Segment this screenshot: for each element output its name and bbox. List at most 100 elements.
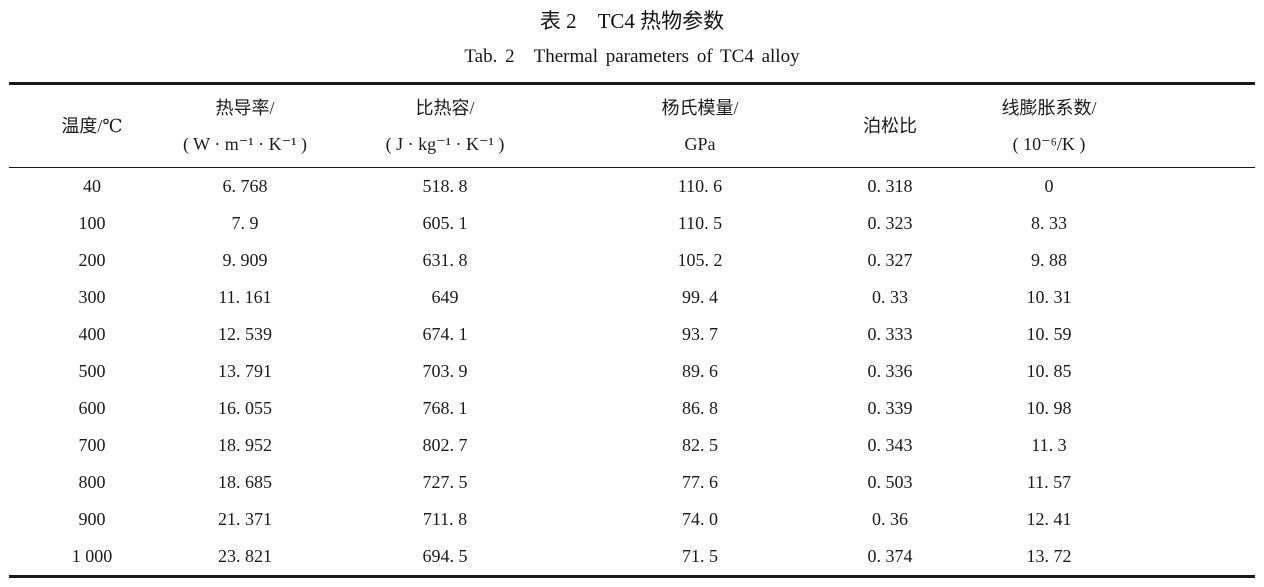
table-row: 200 9. 909 631. 8 105. 2 0. 327 9. 88 [9,242,1255,279]
table-title-en: Tab. 2 Thermal parameters of TC4 alloy [464,46,800,67]
table-cell-temperature: 100 [78,213,106,233]
table-cell-temperature: 200 [78,250,106,270]
column-header-unit: ( W · m⁻¹ · K⁻¹ ) [182,134,308,154]
table-cell-specific-heat: 631. 8 [422,250,468,270]
table-row: 800 18. 685 727. 5 77. 6 0. 503 11. 57 [9,464,1255,501]
table-row: 400 12. 539 674. 1 93. 7 0. 333 10. 59 [9,316,1255,353]
table-header-row: 温度/℃ 热导率/ ( W · m⁻¹ · K⁻¹ ) 比热容/ ( J · k… [9,83,1255,168]
table-cell-poissons-ratio: 0. 36 [872,509,908,529]
table-cell-linear-expansion: 12. 41 [1026,509,1072,529]
table-cell-thermal-conductivity: 21. 371 [218,509,272,529]
table-cell-youngs-modulus: 93. 7 [682,324,718,344]
column-header-specific-heat: 比热容/ ( J · kg⁻¹ · K⁻¹ ) [315,83,575,168]
column-header-linear-expansion: 线膨胀系数/ ( 10⁻⁶/K ) [955,83,1255,168]
table-cell-poissons-ratio: 0. 374 [867,546,913,566]
column-header-label: 温度/℃ [61,116,123,136]
table-cell-specific-heat: 802. 7 [422,435,468,455]
table-row: 40 6. 768 518. 8 110. 6 0. 318 0 [9,168,1255,206]
table-cell-temperature: 300 [78,287,106,307]
table-cell-temperature: 1 000 [71,546,113,566]
column-header-label: 线膨胀系数/ [1001,98,1097,118]
table-cell-poissons-ratio: 0. 339 [867,398,913,418]
table-cell-youngs-modulus: 74. 0 [682,509,718,529]
table-cell-specific-heat: 605. 1 [422,213,468,233]
table-header: 温度/℃ 热导率/ ( W · m⁻¹ · K⁻¹ ) 比热容/ ( J · k… [9,83,1255,168]
column-header-unit: ( J · kg⁻¹ · K⁻¹ ) [385,134,505,154]
table-body: 40 6. 768 518. 8 110. 6 0. 318 0 100 7. 9 605. 1… [9,168,1255,577]
table-cell-temperature: 600 [78,398,106,418]
table-cell-thermal-conductivity: 13. 791 [218,361,272,381]
column-header-label: 热导率/ [215,98,275,118]
table-row: 300 11. 161 649 99. 4 0. 33 10. 31 [9,279,1255,316]
column-header-label: 泊松比 [863,116,917,136]
table-cell-linear-expansion: 10. 59 [1026,324,1072,344]
table-title-zh: 表 2 TC4 热物参数 [539,9,725,33]
table-cell-temperature: 400 [78,324,106,344]
table-cell-youngs-modulus: 86. 8 [682,398,718,418]
table-cell-linear-expansion: 11. 57 [1026,472,1072,492]
table-cell-specific-heat: 694. 5 [422,546,468,566]
table-cell-youngs-modulus: 71. 5 [682,546,718,566]
table-cell-youngs-modulus: 105. 2 [677,250,723,270]
table-cell-specific-heat: 711. 8 [422,509,468,529]
table-row: 700 18. 952 802. 7 82. 5 0. 343 11. 3 [9,427,1255,464]
table-cell-thermal-conductivity: 7. 9 [231,213,259,233]
table-row: 600 16. 055 768. 1 86. 8 0. 339 10. 98 [9,390,1255,427]
table-cell-linear-expansion: 11. 3 [1031,435,1067,455]
table-cell-linear-expansion: 8. 33 [1031,213,1067,233]
table-cell-temperature: 900 [78,509,106,529]
table-cell-youngs-modulus: 77. 6 [682,472,718,492]
table-cell-linear-expansion: 10. 31 [1026,287,1072,307]
table-cell-youngs-modulus: 82. 5 [682,435,718,455]
table-cell-specific-heat: 674. 1 [422,324,468,344]
column-header-label: 杨氏模量/ [661,98,739,118]
table-row: 500 13. 791 703. 9 89. 6 0. 336 10. 85 [9,353,1255,390]
table-cell-thermal-conductivity: 12. 539 [218,324,272,344]
table-cell-youngs-modulus: 99. 4 [682,287,718,307]
table-cell-poissons-ratio: 0. 333 [867,324,913,344]
table-cell-poissons-ratio: 0. 323 [867,213,913,233]
table-cell-poissons-ratio: 0. 33 [872,287,908,307]
table-cell-temperature: 500 [78,361,106,381]
table-cell-thermal-conductivity: 18. 685 [218,472,272,492]
table-row: 100 7. 9 605. 1 110. 5 0. 323 8. 33 [9,205,1255,242]
table-cell-specific-heat: 518. 8 [422,176,468,196]
table-cell-poissons-ratio: 0. 503 [867,472,913,492]
table-cell-thermal-conductivity: 18. 952 [218,435,272,455]
table-cell-poissons-ratio: 0. 318 [867,176,913,196]
thermal-parameters-table: 温度/℃ 热导率/ ( W · m⁻¹ · K⁻¹ ) 比热容/ ( J · k… [9,82,1255,578]
table-cell-linear-expansion: 13. 72 [1026,546,1072,566]
table-cell-linear-expansion: 10. 98 [1026,398,1072,418]
column-header-unit: GPa [684,134,716,154]
column-header-youngs-modulus: 杨氏模量/ GPa [575,83,825,168]
table-cell-specific-heat: 649 [431,287,459,307]
table-cell-thermal-conductivity: 6. 768 [222,176,268,196]
table-cell-thermal-conductivity: 16. 055 [218,398,272,418]
table-cell-specific-heat: 768. 1 [422,398,468,418]
column-header-poissons-ratio: 泊松比 [825,83,955,168]
column-header-unit: ( 10⁻⁶/K ) [1012,134,1086,154]
table-row: 900 21. 371 711. 8 74. 0 0. 36 12. 41 [9,501,1255,538]
table-cell-youngs-modulus: 89. 6 [682,361,718,381]
table-cell-temperature: 800 [78,472,106,492]
table-row: 1 000 23. 821 694. 5 71. 5 0. 374 13. 72 [9,538,1255,577]
table-cell-thermal-conductivity: 23. 821 [218,546,272,566]
column-header-thermal-conductivity: 热导率/ ( W · m⁻¹ · K⁻¹ ) [175,83,315,168]
table-cell-linear-expansion: 0 [1044,176,1054,196]
table-cell-specific-heat: 727. 5 [422,472,468,492]
table-cell-poissons-ratio: 0. 336 [867,361,913,381]
table-cell-linear-expansion: 9. 88 [1031,250,1067,270]
table-cell-thermal-conductivity: 9. 909 [222,250,268,270]
table-cell-youngs-modulus: 110. 6 [677,176,723,196]
table-cell-temperature: 40 [83,176,101,196]
table-cell-poissons-ratio: 0. 343 [867,435,913,455]
table-cell-thermal-conductivity: 11. 161 [218,287,272,307]
table-cell-temperature: 700 [78,435,106,455]
table-cell-poissons-ratio: 0. 327 [867,250,913,270]
table-cell-linear-expansion: 10. 85 [1026,361,1072,381]
table-cell-specific-heat: 703. 9 [422,361,468,381]
column-header-temperature: 温度/℃ [9,83,175,168]
column-header-label: 比热容/ [415,98,475,118]
table-cell-youngs-modulus: 110. 5 [677,213,723,233]
